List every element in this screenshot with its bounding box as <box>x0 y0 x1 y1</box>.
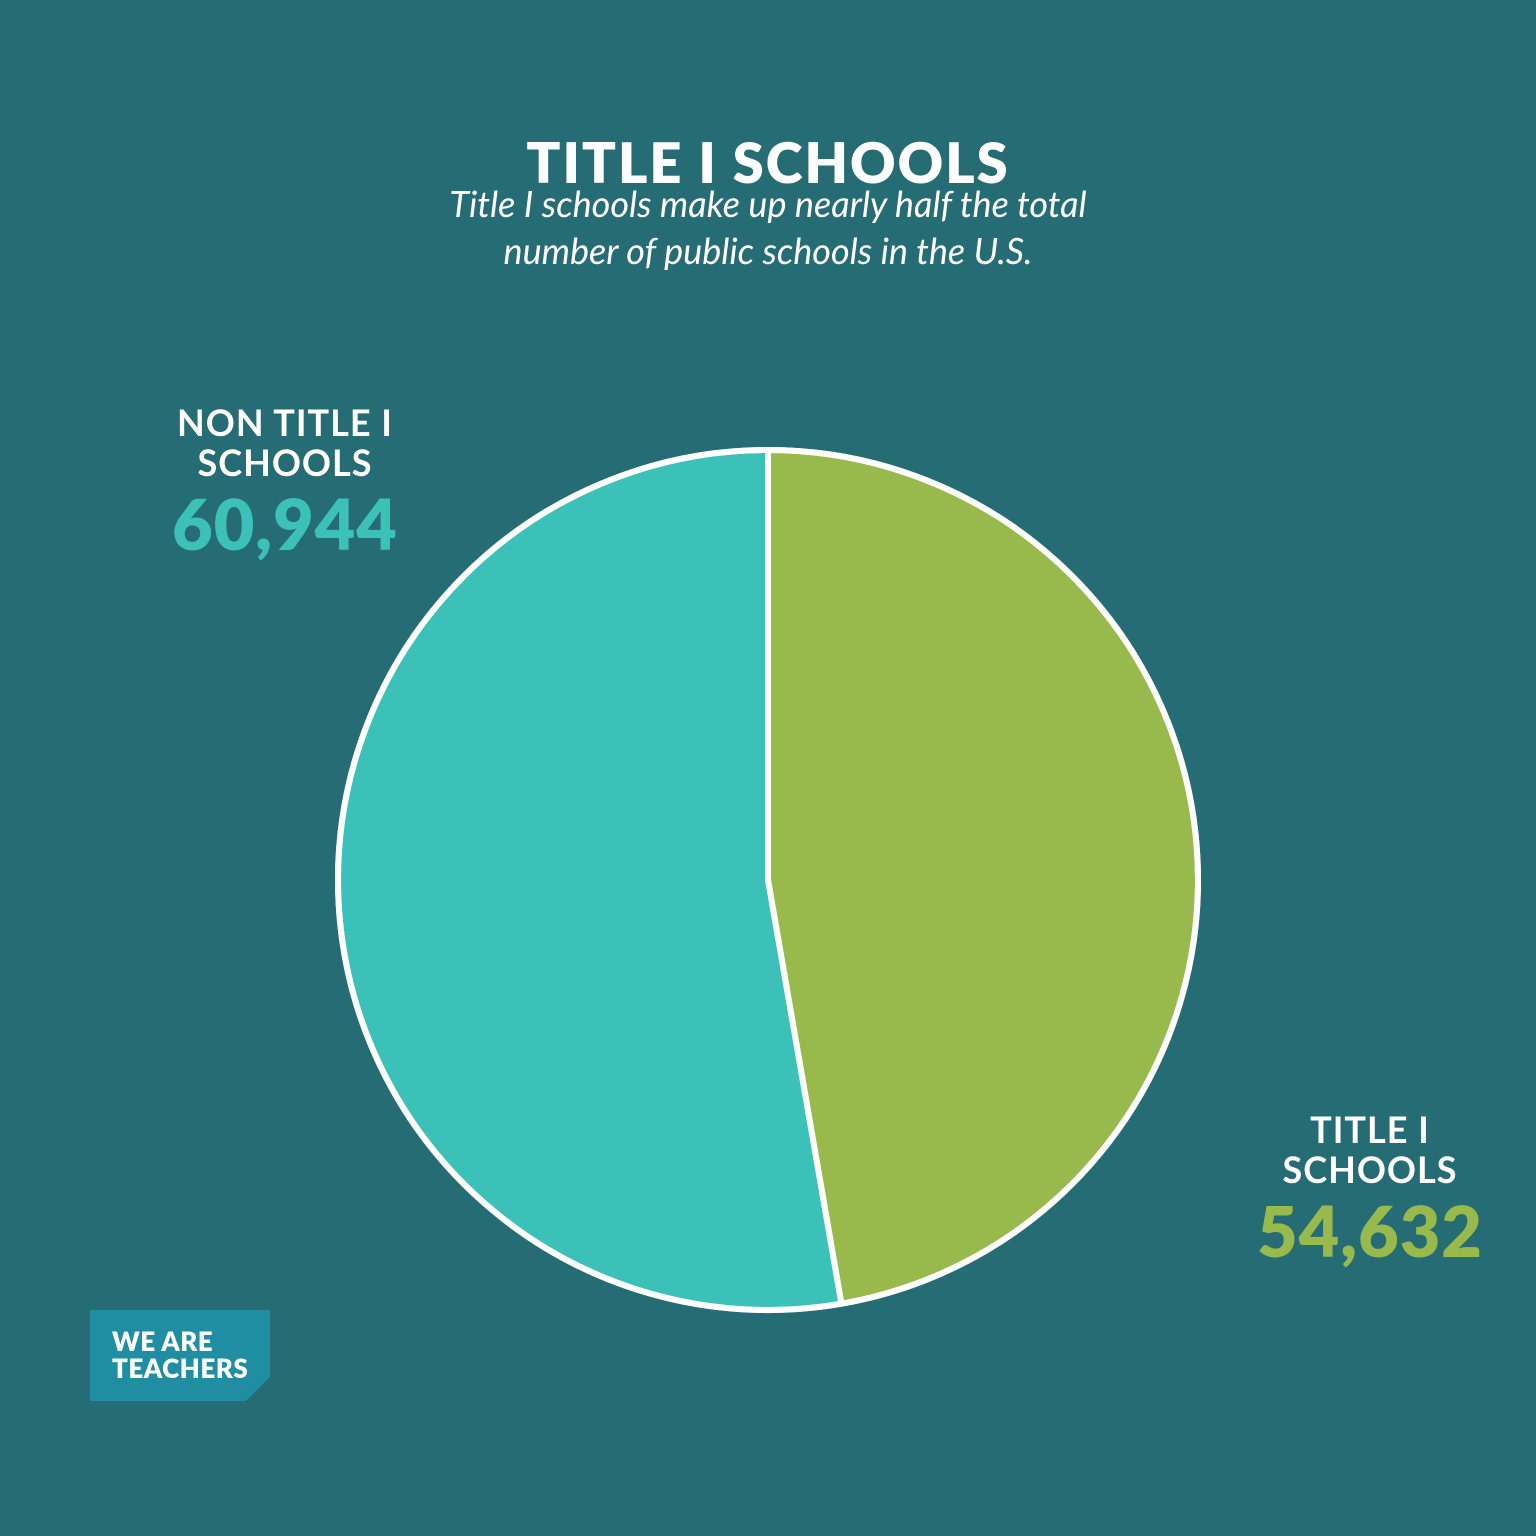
pie-slice <box>338 450 841 1310</box>
label-value-non-title-i: 60,944 <box>115 488 455 558</box>
logo-line-1: WE ARE <box>112 1328 248 1355</box>
label-non-title-i: NON TITLE I SCHOOLS 60,944 <box>115 403 455 558</box>
label-text-line-2: SCHOOLS <box>1220 1150 1520 1190</box>
label-text-line-1: TITLE I <box>1220 1110 1520 1150</box>
subtitle-line-1: Title I schools make up nearly half the … <box>449 181 1086 225</box>
label-text-line-1: NON TITLE I <box>115 403 455 443</box>
label-value-title-i: 54,632 <box>1220 1195 1520 1265</box>
pie-slice <box>768 450 1198 1304</box>
logo-line-2: TEACHERS <box>112 1355 248 1382</box>
chart-subtitle: Title I schools make up nearly half the … <box>0 180 1536 274</box>
pie-svg <box>332 444 1204 1316</box>
subtitle-line-2: number of public schools in the U.S. <box>504 228 1033 272</box>
we-are-teachers-logo: WE ARE TEACHERS <box>90 1310 270 1401</box>
pie-chart <box>332 444 1204 1316</box>
label-text-line-2: SCHOOLS <box>115 443 455 483</box>
label-title-i: TITLE I SCHOOLS 54,632 <box>1220 1110 1520 1265</box>
